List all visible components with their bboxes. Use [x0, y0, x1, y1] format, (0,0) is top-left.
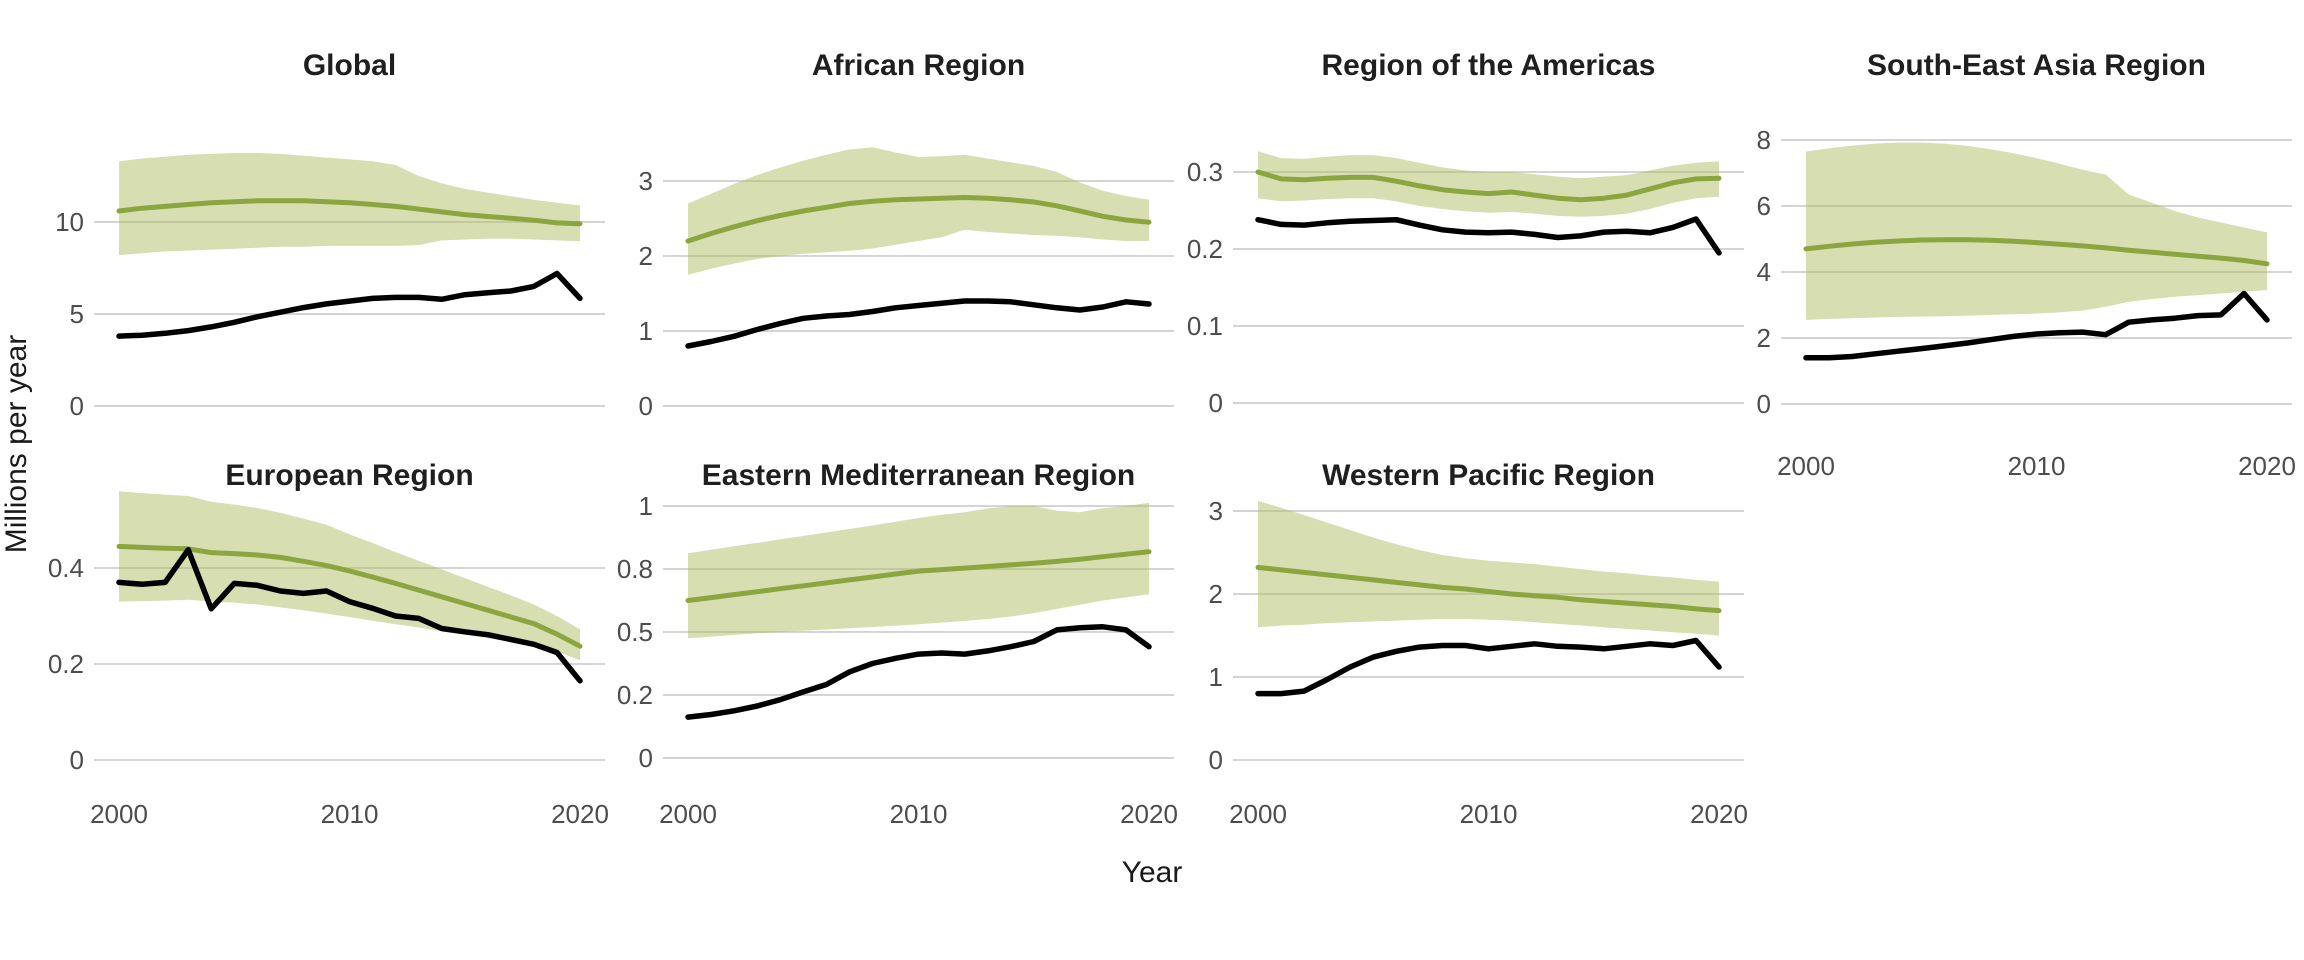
- y-tick-label: 0.2: [47, 649, 84, 679]
- y-tick-label: 0: [1756, 389, 1771, 419]
- x-tick-label: 2000: [1229, 799, 1287, 829]
- x-tick-label: 2020: [1690, 799, 1748, 829]
- y-tick-label: 6: [1756, 191, 1771, 221]
- y-tick-label: 0: [69, 745, 84, 775]
- y-tick-label: 2: [1208, 579, 1223, 609]
- y-tick-label: 3: [638, 166, 653, 196]
- x-axis-title: Year: [1121, 856, 1183, 889]
- panel-title-european-region: European Region: [225, 459, 474, 492]
- panel-title-western-pacific-region: Western Pacific Region: [1322, 459, 1655, 492]
- y-tick-label: 2: [1756, 323, 1771, 353]
- confidence-band: [688, 147, 1149, 275]
- y-tick-label: 5: [69, 299, 84, 329]
- y-tick-label: 2: [638, 241, 653, 271]
- panel-plot-area: [94, 491, 605, 761]
- y-tick-label: 0.2: [1186, 234, 1223, 264]
- panel-african-region: African Region 0 1 2 3: [639, 49, 1174, 437]
- panel-plot-area: [1233, 501, 1744, 761]
- x-tick-label: 2000: [90, 799, 148, 829]
- y-tick-label: 1: [638, 491, 653, 521]
- green-line: [1255, 169, 1722, 203]
- y-tick-label: 0.2: [616, 680, 653, 710]
- panel-western-pacific-region: Western Pacific Region 0 1 2 3 2000 2010 2020: [1209, 459, 1748, 829]
- green-line: [116, 543, 583, 649]
- green-line: [685, 195, 1152, 244]
- panel-plot-area: [1233, 151, 1744, 404]
- y-axis-title: Millions per year: [0, 334, 33, 554]
- y-tick-label: 0: [69, 391, 84, 421]
- x-tick-label: 2020: [1120, 799, 1178, 829]
- black-line: [116, 270, 583, 339]
- panel-title-south-east-asia-region: South-East Asia Region: [1867, 49, 2206, 82]
- panel-plot-area: [94, 153, 605, 407]
- x-tick-label: 2020: [551, 799, 609, 829]
- x-tick-label: 2020: [2238, 451, 2296, 481]
- green-line: [1803, 237, 2270, 267]
- panel-title-african-region: African Region: [811, 49, 1026, 82]
- black-line: [685, 624, 1152, 720]
- y-tick-label: 8: [1756, 125, 1771, 155]
- y-tick-label: 0: [1208, 388, 1223, 418]
- panel-title-region-of-the-americas: Region of the Americas: [1321, 49, 1656, 82]
- confidence-band: [1806, 142, 2267, 320]
- panel-plot-area: [663, 147, 1174, 407]
- panel-global: Global 0 5 10: [55, 49, 605, 437]
- y-tick-label: 0.3: [1186, 157, 1223, 187]
- confidence-band: [1258, 501, 1719, 636]
- y-tick-label: 1: [1208, 662, 1223, 692]
- panel-eastern-mediterranean-region: Eastern Mediterranean Region 0 0.2 0.5 0.8 1…: [617, 459, 1178, 829]
- panel-european-region: European Region 0 0.2 0.4 2000 2010 2020: [48, 459, 609, 829]
- black-line: [1255, 216, 1722, 256]
- green-line: [116, 198, 583, 227]
- x-tick-label: 2010: [320, 799, 379, 829]
- black-line: [1255, 637, 1722, 697]
- y-tick-label: 0.4: [47, 553, 84, 583]
- green-line: [685, 549, 1152, 603]
- y-tick-label: 0: [638, 391, 653, 421]
- y-tick-label: 0.5: [616, 617, 653, 647]
- x-tick-label: 2010: [1459, 799, 1518, 829]
- y-tick-label: 0.8: [616, 554, 653, 584]
- x-tick-label: 2000: [659, 799, 717, 829]
- y-tick-label: 0.1: [1186, 311, 1223, 341]
- black-line: [685, 298, 1152, 349]
- y-tick-label: 10: [55, 207, 84, 237]
- black-line: [116, 547, 583, 684]
- y-tick-label: 0: [638, 743, 653, 773]
- confidence-band: [119, 491, 580, 661]
- black-line: [1803, 290, 2270, 361]
- y-tick-label: 1: [638, 316, 653, 346]
- x-tick-label: 2010: [2007, 451, 2066, 481]
- panel-plot-area: [1781, 139, 2292, 405]
- x-tick-label: 2000: [1777, 451, 1835, 481]
- y-tick-label: 3: [1208, 496, 1223, 526]
- panel-plot-area: [663, 502, 1174, 759]
- panel-south-east-asia-region: South-East Asia Region 0 2 4 6 8 2000 2010 2020: [1757, 49, 2296, 481]
- y-tick-label: 0: [1208, 745, 1223, 775]
- panel-region-of-the-americas: Region of the Americas 0 0.1 0.2 0.3: [1187, 49, 1744, 437]
- y-tick-label: 4: [1756, 257, 1771, 287]
- x-tick-label: 2010: [889, 799, 948, 829]
- confidence-band: [1258, 151, 1719, 217]
- panel-title-global: Global: [302, 49, 397, 82]
- green-line: [1255, 564, 1722, 614]
- panel-title-eastern-mediterranean-region: Eastern Mediterranean Region: [701, 459, 1136, 492]
